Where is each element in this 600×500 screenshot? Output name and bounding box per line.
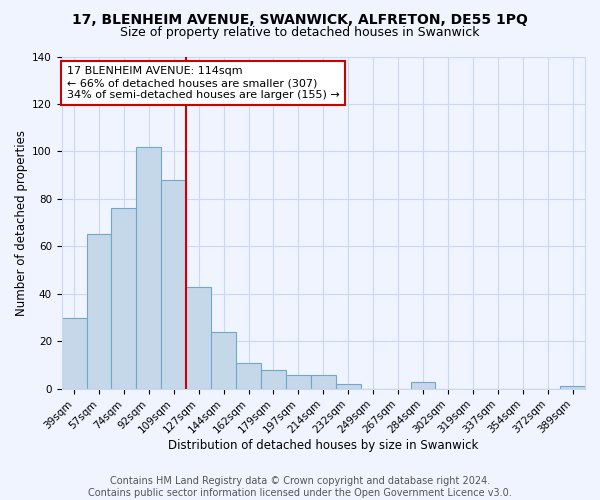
Bar <box>560 386 585 389</box>
Text: Contains HM Land Registry data © Crown copyright and database right 2024.
Contai: Contains HM Land Registry data © Crown c… <box>88 476 512 498</box>
Bar <box>211 332 236 389</box>
Bar <box>410 382 436 389</box>
Text: 17, BLENHEIM AVENUE, SWANWICK, ALFRETON, DE55 1PQ: 17, BLENHEIM AVENUE, SWANWICK, ALFRETON,… <box>72 12 528 26</box>
Text: Size of property relative to detached houses in Swanwick: Size of property relative to detached ho… <box>120 26 480 39</box>
X-axis label: Distribution of detached houses by size in Swanwick: Distribution of detached houses by size … <box>168 440 479 452</box>
Bar <box>112 208 136 389</box>
Bar <box>311 374 336 389</box>
Y-axis label: Number of detached properties: Number of detached properties <box>15 130 28 316</box>
Bar <box>236 362 261 389</box>
Bar <box>286 374 311 389</box>
Bar <box>136 146 161 389</box>
Bar <box>261 370 286 389</box>
Bar <box>86 234 112 389</box>
Bar <box>336 384 361 389</box>
Bar <box>62 318 86 389</box>
Bar <box>161 180 186 389</box>
Bar <box>186 286 211 389</box>
Text: 17 BLENHEIM AVENUE: 114sqm
← 66% of detached houses are smaller (307)
34% of sem: 17 BLENHEIM AVENUE: 114sqm ← 66% of deta… <box>67 66 340 100</box>
